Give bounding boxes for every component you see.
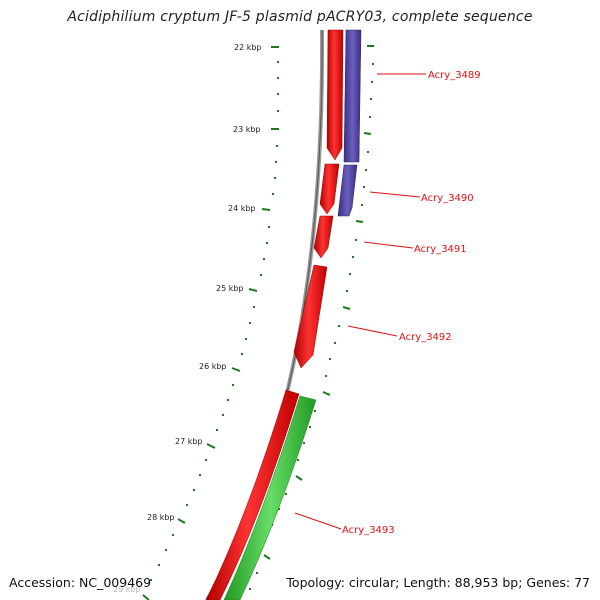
ruler-left	[142, 46, 279, 600]
gene-block-acry-3490-rev[interactable]	[337, 164, 358, 217]
gene-label-acry-3493[interactable]: Acry_3493	[342, 525, 395, 536]
ruler-right	[263, 45, 374, 560]
gene-block-acry-3489[interactable]	[326, 29, 344, 161]
tick-label-29: 29 kbp	[113, 585, 141, 594]
accession-text: Accession: NC_009469	[9, 575, 152, 590]
tick-label-28: 28 kbp	[147, 513, 175, 522]
tick-label-27: 27 kbp	[175, 437, 203, 446]
tick-label-26: 26 kbp	[199, 362, 227, 371]
gene-label-acry-3490[interactable]: Acry_3490	[421, 193, 474, 204]
gene-leaders	[294, 73, 426, 530]
gene-label-acry-3492[interactable]: Acry_3492	[399, 332, 452, 343]
ruler-right-minor	[249, 63, 374, 590]
ruler-left-minor	[150, 61, 279, 581]
gene-label-acry-3489[interactable]: Acry_3489	[428, 70, 481, 81]
gene-block-acry-3491[interactable]	[313, 215, 334, 259]
tick-label-24: 24 kbp	[228, 204, 256, 213]
map-title: Acidiphilium cryptum JF-5 plasmid pACRY0…	[67, 9, 533, 25]
tick-label-25: 25 kbp	[216, 284, 244, 293]
forward-strand-genes	[205, 29, 344, 600]
gene-block-acry-3489-rev[interactable]	[343, 29, 362, 163]
tick-label-23: 23 kbp	[233, 125, 261, 134]
gene-block-acry-3493-fwd[interactable]	[205, 389, 300, 600]
gene-block-acry-3490[interactable]	[319, 163, 340, 215]
gene-block-acry-3493-rev[interactable]	[223, 395, 317, 600]
reverse-strand-genes	[223, 29, 362, 600]
gene-block-acry-3492[interactable]	[293, 264, 328, 369]
gene-label-acry-3491[interactable]: Acry_3491	[414, 244, 467, 255]
topology-text: Topology: circular; Length: 88,953 bp; G…	[286, 575, 590, 590]
tick-label-22: 22 kbp	[234, 43, 262, 52]
